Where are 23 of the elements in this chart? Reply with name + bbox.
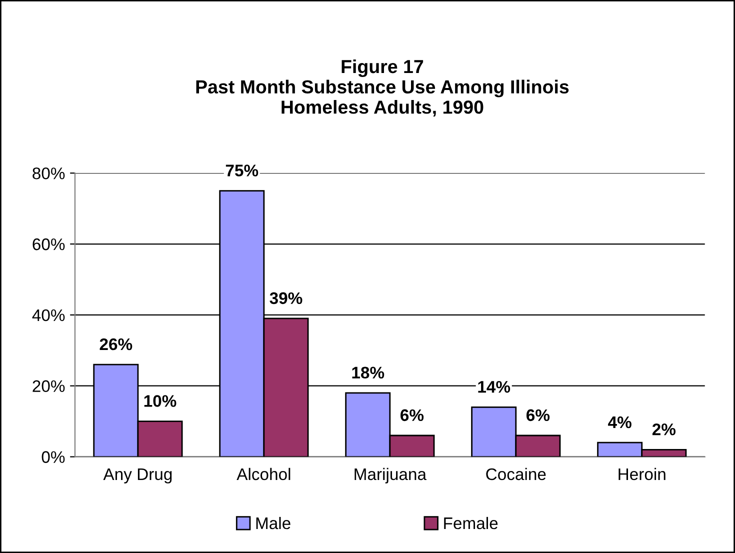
y-tick-label: 40%	[32, 309, 65, 322]
data-label: 75%	[226, 164, 258, 176]
legend-label: Female	[444, 516, 498, 530]
data-label: 26%	[100, 338, 132, 350]
data-label: 14%	[478, 380, 510, 393]
x-tick-label: Cocaine	[486, 468, 546, 480]
data-label: 10%	[144, 395, 176, 407]
data-label: 39%	[270, 292, 302, 304]
data-label: 6%	[526, 409, 550, 422]
y-tick-label: 20%	[32, 380, 65, 392]
y-tick-label: 80%	[32, 167, 65, 180]
x-tick-label: Any Drug	[103, 468, 172, 484]
x-tick-label: Marijuana	[354, 468, 427, 484]
y-tick-label: 0%	[42, 451, 65, 463]
x-tick-label: Alcohol	[236, 468, 290, 480]
legend-label: Male	[256, 516, 290, 530]
data-label: 18%	[352, 366, 384, 379]
data-label: 2%	[652, 423, 676, 436]
x-tick-label: Heroin	[618, 468, 666, 480]
chart-title: Figure 17 Past Month Substance Use Among Illinois Homeless Adults, 1990	[196, 59, 569, 117]
data-label: 4%	[608, 416, 632, 428]
data-label: 6%	[400, 409, 424, 422]
y-tick-label: 60%	[32, 238, 65, 250]
